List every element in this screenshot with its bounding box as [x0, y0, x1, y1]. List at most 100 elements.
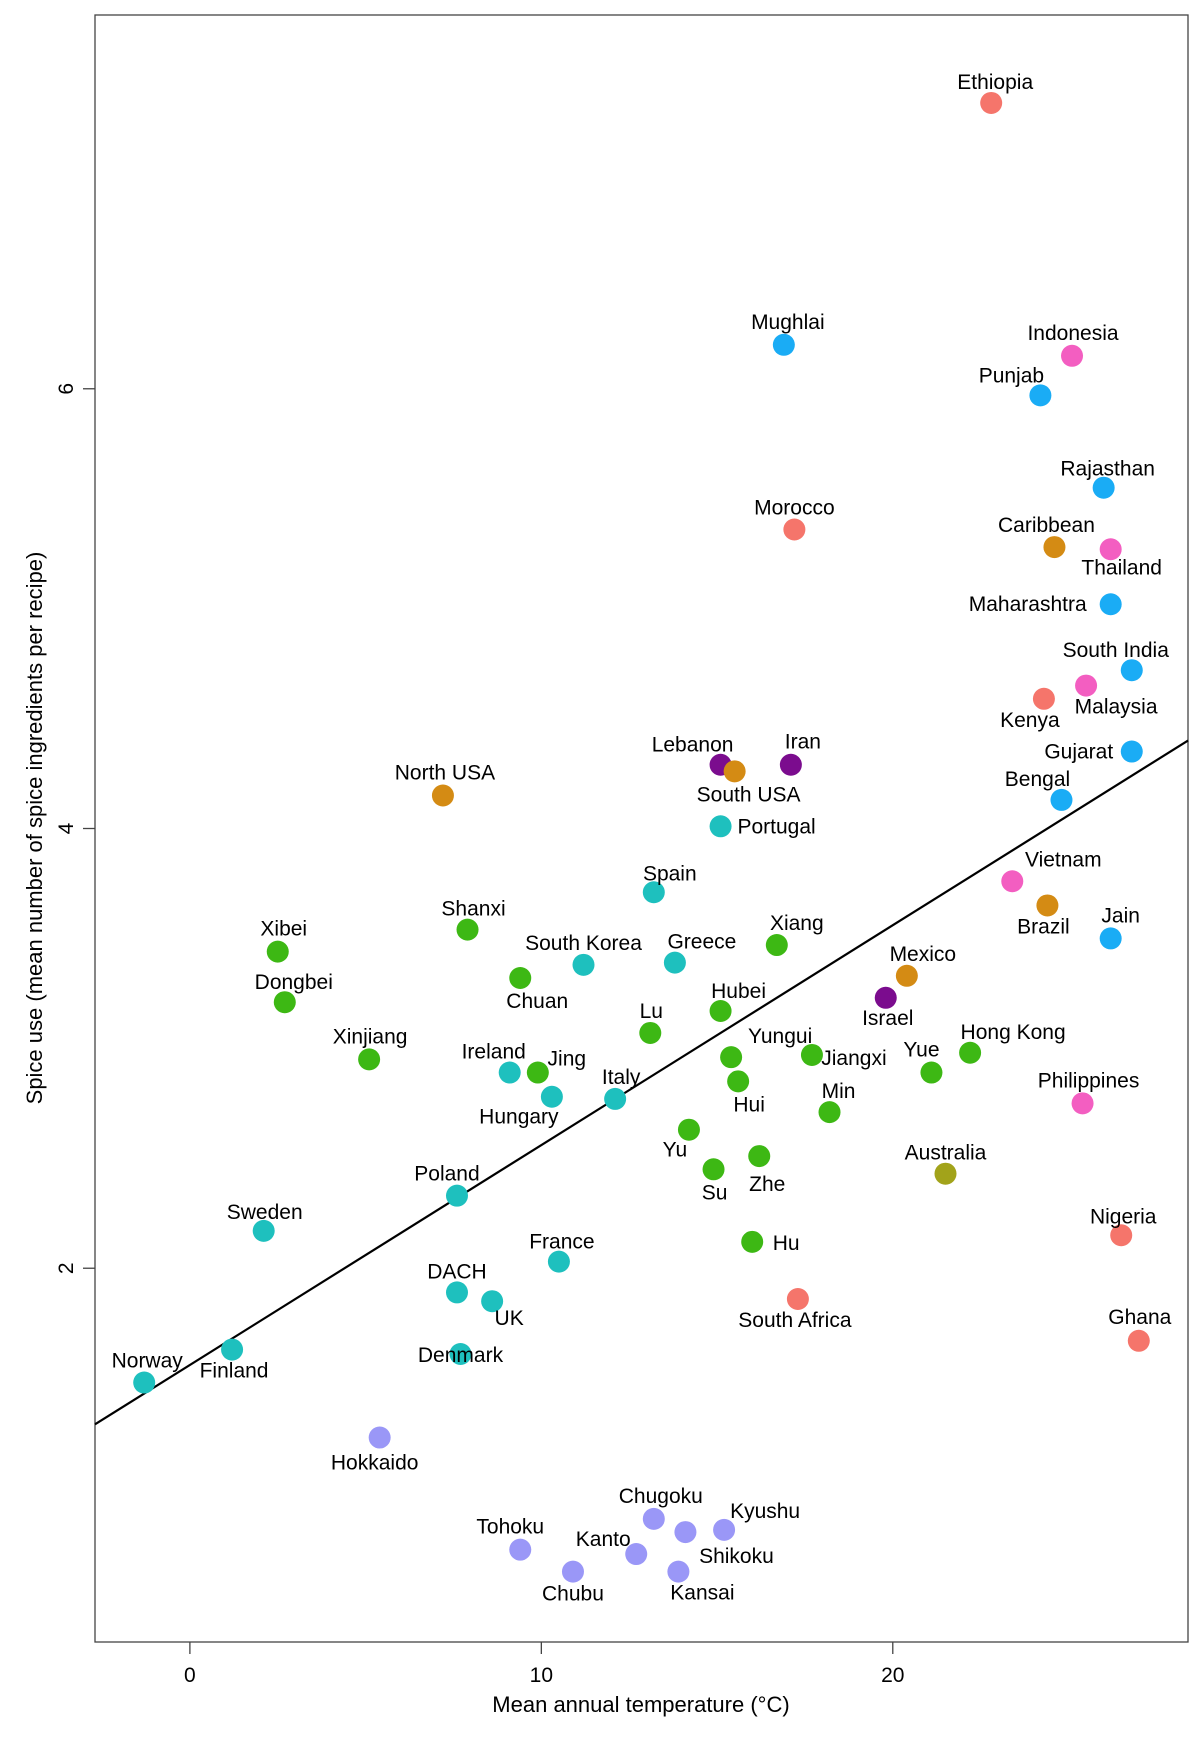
label-punjab: Punjab — [979, 364, 1044, 387]
point-north-usa — [431, 784, 454, 807]
label-hokkaido: Hokkaido — [331, 1452, 419, 1475]
label-south-india: South India — [1063, 639, 1170, 662]
point-xibei — [266, 940, 289, 963]
label-north-usa: North USA — [395, 762, 495, 785]
x-tick-label: 20 — [881, 1664, 904, 1687]
point-hui — [727, 1070, 750, 1093]
point-spain — [642, 881, 665, 904]
label-xibei: Xibei — [260, 918, 307, 941]
label-gujarat: Gujarat — [1044, 741, 1113, 764]
y-tick-label: 6 — [55, 383, 78, 395]
point-israel — [874, 986, 897, 1009]
point-hungary — [540, 1085, 563, 1108]
point-iran — [779, 753, 802, 776]
regression-line — [94, 739, 1189, 1426]
label-min: Min — [822, 1080, 856, 1103]
point-hong-kong — [959, 1041, 982, 1064]
x-axis-title: Mean annual temperature (°C) — [492, 1692, 789, 1717]
point-italy — [604, 1087, 627, 1110]
label-kansai: Kansai — [670, 1582, 734, 1605]
label-spain: Spain — [643, 862, 697, 885]
point-nigeria — [1110, 1224, 1133, 1247]
point-bengal — [1050, 788, 1073, 811]
label-ethiopia: Ethiopia — [957, 71, 1033, 94]
label-maharashtra: Maharashtra — [969, 593, 1087, 616]
point-ghana — [1127, 1329, 1150, 1352]
point-maharashtra — [1099, 593, 1122, 616]
point-lu — [639, 1021, 662, 1044]
label-chubu: Chubu — [542, 1583, 604, 1606]
label-hui: Hui — [733, 1093, 765, 1116]
label-yue: Yue — [903, 1039, 939, 1062]
point-finland — [221, 1338, 244, 1361]
label-mexico: Mexico — [890, 943, 957, 966]
label-hu: Hu — [773, 1232, 800, 1255]
point-yue — [920, 1061, 943, 1084]
label-tohoku: Tohoku — [476, 1516, 544, 1539]
label-italy: Italy — [602, 1066, 641, 1089]
label-xiang: Xiang — [770, 912, 824, 935]
label-greece: Greece — [667, 931, 736, 954]
label-lebanon: Lebanon — [652, 734, 734, 757]
y-tick-label: 4 — [55, 822, 78, 834]
point-shikoku — [674, 1521, 697, 1544]
point-tohoku — [509, 1538, 532, 1561]
label-chugoku: Chugoku — [619, 1485, 703, 1508]
point-jiangxi — [800, 1043, 823, 1066]
label-israel: Israel — [862, 1007, 913, 1030]
point-kansai — [667, 1560, 690, 1583]
label-denmark: Denmark — [418, 1344, 504, 1367]
y-axis-title: Spice use (mean number of spice ingredie… — [22, 552, 47, 1105]
point-indonesia — [1061, 344, 1084, 367]
point-south-usa — [723, 760, 746, 783]
point-chugoku — [642, 1507, 665, 1530]
point-min — [818, 1101, 841, 1124]
label-zhe: Zhe — [749, 1173, 785, 1196]
point-labels: Ethiopia Mughlai Indonesia Punjab Rajasthan M… — [112, 71, 1172, 1606]
point-hokkaido — [368, 1426, 391, 1449]
label-dongbei: Dongbei — [255, 971, 333, 994]
label-portugal: Portugal — [737, 815, 815, 838]
label-shikoku: Shikoku — [699, 1545, 774, 1568]
point-vietnam — [1001, 870, 1024, 893]
point-yu — [677, 1118, 700, 1141]
label-jiangxi: Jiangxi — [821, 1047, 886, 1070]
label-yu: Yu — [663, 1139, 688, 1162]
point-su — [702, 1158, 725, 1181]
point-chuan — [509, 967, 532, 990]
label-mughlai: Mughlai — [751, 311, 825, 334]
point-philippines — [1071, 1092, 1094, 1115]
label-south-africa: South Africa — [738, 1309, 852, 1332]
label-bengal: Bengal — [1005, 768, 1070, 791]
point-sweden — [252, 1219, 275, 1242]
x-tick-label: 0 — [184, 1664, 196, 1687]
point-shanxi — [456, 918, 479, 941]
label-lu: Lu — [640, 1000, 663, 1023]
point-uk — [481, 1290, 504, 1313]
label-ghana: Ghana — [1108, 1306, 1171, 1329]
point-punjab — [1029, 384, 1052, 407]
label-thailand: Thailand — [1081, 556, 1162, 579]
label-philippines: Philippines — [1038, 1069, 1140, 1092]
plot-frame — [94, 14, 1189, 1643]
label-indonesia: Indonesia — [1027, 322, 1118, 345]
point-france — [547, 1250, 570, 1273]
point-ethiopia — [980, 91, 1003, 114]
label-xinjiang: Xinjiang — [333, 1025, 408, 1048]
point-greece — [663, 951, 686, 974]
point-south-korea — [572, 953, 595, 976]
point-xiang — [765, 934, 788, 957]
y-tick-label: 2 — [55, 1262, 78, 1274]
point-zhe — [748, 1145, 771, 1168]
label-poland: Poland — [414, 1163, 479, 1186]
label-south-korea: South Korea — [525, 932, 642, 955]
label-hubei: Hubei — [711, 980, 766, 1003]
label-hong-kong: Hong Kong — [961, 1021, 1066, 1044]
point-dongbei — [273, 991, 296, 1014]
label-su: Su — [702, 1181, 728, 1204]
point-malaysia — [1075, 674, 1098, 697]
point-rajasthan — [1092, 476, 1115, 499]
point-hubei — [709, 999, 732, 1022]
label-dach: DACH — [427, 1260, 487, 1283]
